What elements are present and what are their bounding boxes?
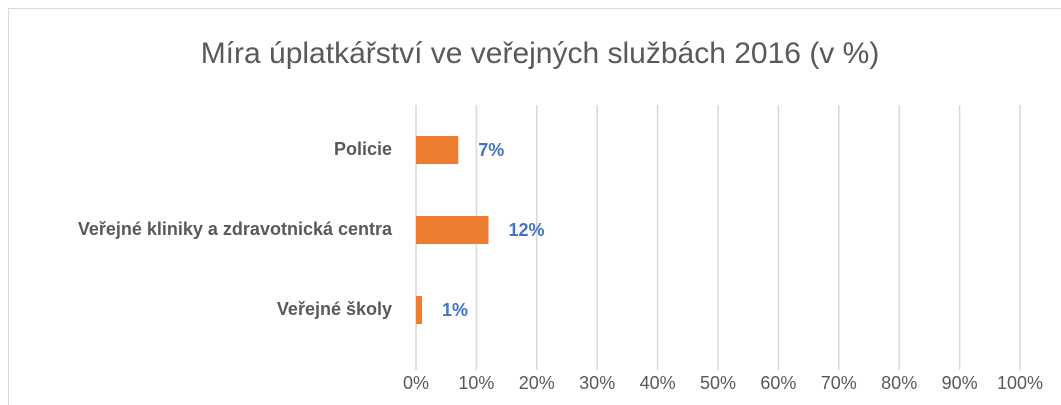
x-tick-label: 40% [640, 373, 676, 393]
value-label: 12% [508, 220, 544, 240]
x-tick-label: 10% [458, 373, 494, 393]
x-tick-label: 0% [403, 373, 429, 393]
chart-border [8, 8, 1061, 405]
y-tick-label: Policie [334, 139, 392, 159]
bar [416, 136, 459, 164]
x-tick-label: 50% [700, 373, 736, 393]
bar [416, 216, 489, 244]
y-tick-label: Veřejné školy [277, 299, 392, 319]
x-tick-label: 90% [942, 373, 978, 393]
x-tick-label: 100% [997, 373, 1043, 393]
x-tick-label: 30% [579, 373, 615, 393]
value-label: 1% [442, 300, 468, 320]
bar [416, 296, 423, 324]
x-tick-label: 80% [881, 373, 917, 393]
x-tick-label: 70% [821, 373, 857, 393]
x-tick-label: 20% [519, 373, 555, 393]
x-tick-label: 60% [760, 373, 796, 393]
chart-title: Míra úplatkářství ve veřejných službách … [201, 37, 880, 70]
y-tick-label: Veřejné kliniky a zdravotnická centra [78, 219, 393, 239]
value-label: 7% [478, 140, 504, 160]
